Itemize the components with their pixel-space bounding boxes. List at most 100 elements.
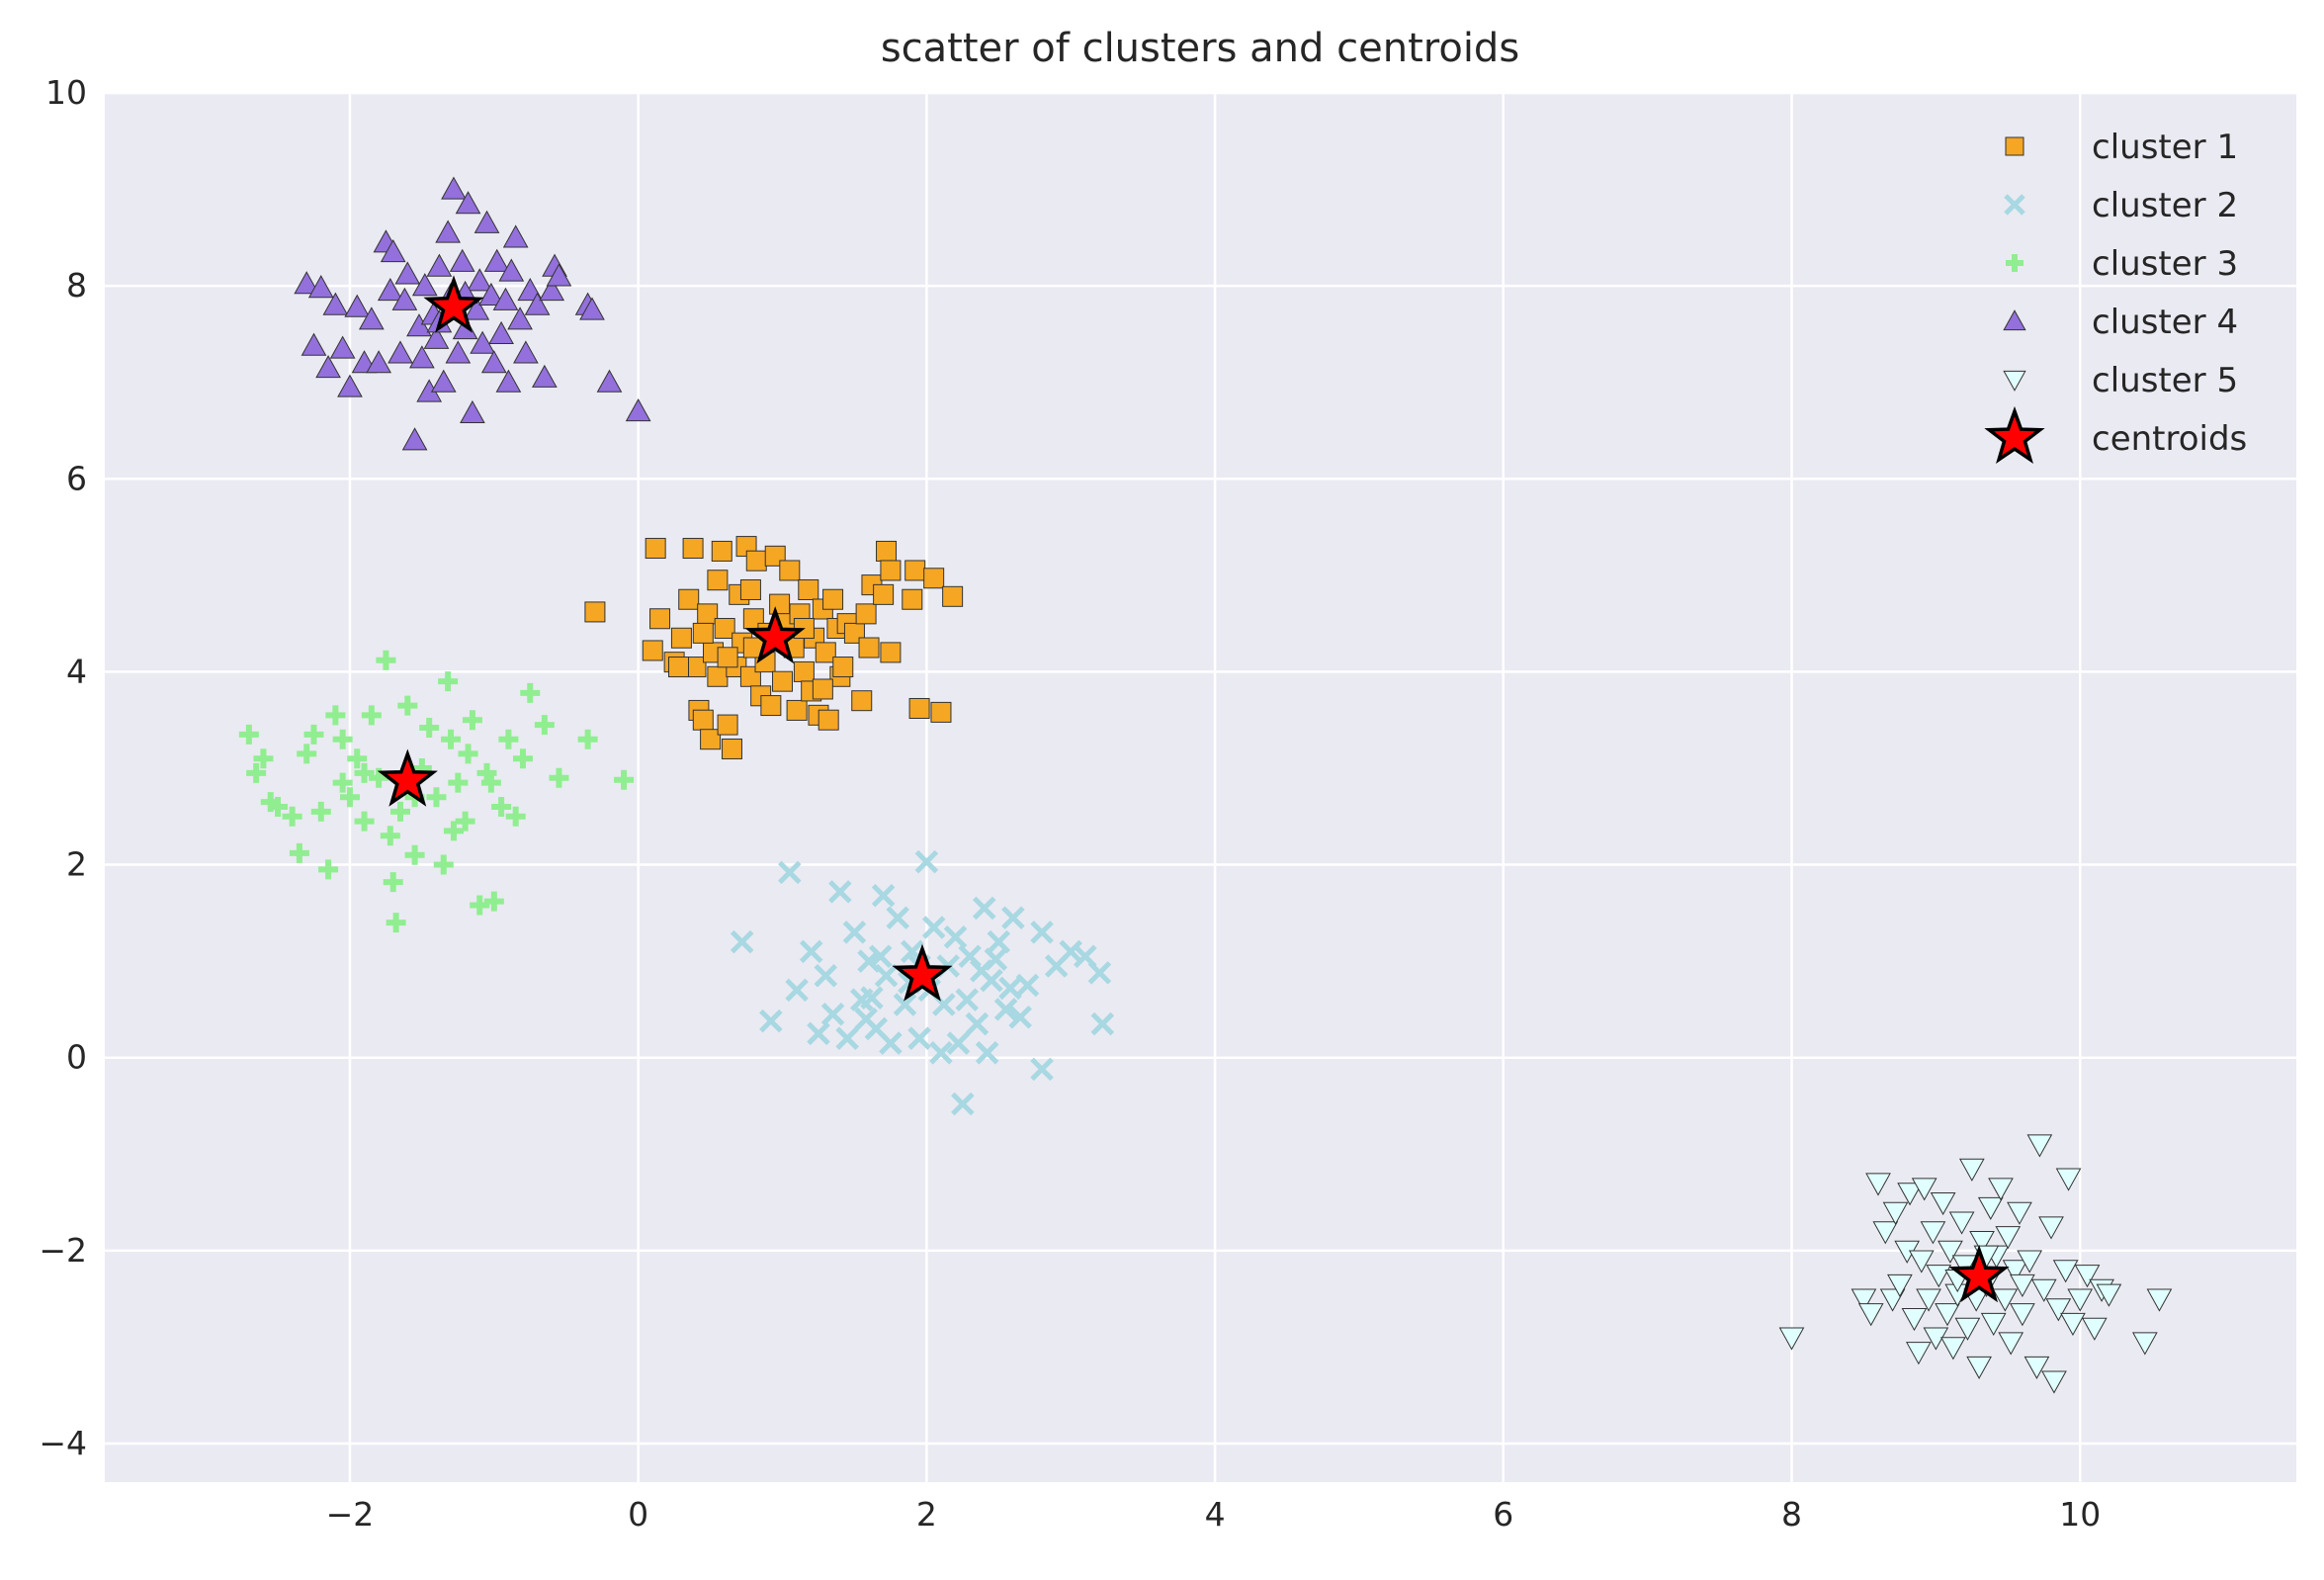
scatter-point xyxy=(1778,1327,1805,1351)
scatter-point xyxy=(860,986,884,1009)
scatter-point xyxy=(943,924,968,949)
scatter-point xyxy=(1882,1201,1909,1225)
y-tick-label: 2 xyxy=(66,845,87,884)
scatter-point xyxy=(329,335,356,359)
scatter-point xyxy=(460,399,485,424)
scatter-point xyxy=(1935,1303,1960,1327)
scatter-point xyxy=(268,797,289,818)
scatter-point xyxy=(873,583,895,605)
scatter-point xyxy=(325,705,346,726)
scatter-point xyxy=(448,772,469,793)
scatter-point xyxy=(390,801,411,822)
scatter-point xyxy=(470,330,495,354)
scatter-point xyxy=(2002,1260,2028,1283)
scatter-point xyxy=(685,657,707,678)
scatter-point xyxy=(1937,1240,1963,1264)
series-cluster-4 xyxy=(294,176,651,451)
scatter-point xyxy=(383,872,403,893)
scatter-point xyxy=(880,642,902,663)
scatter-point xyxy=(577,729,598,749)
scatter-point xyxy=(998,976,1022,1001)
scatter-point xyxy=(411,273,438,297)
scatter-point xyxy=(318,859,339,880)
scatter-point xyxy=(498,258,525,282)
scatter-point xyxy=(282,806,302,827)
scatter-point xyxy=(397,695,418,716)
x-tick-label: 8 xyxy=(1781,1495,1802,1534)
scatter-point xyxy=(344,294,371,317)
scatter-point xyxy=(2067,1288,2094,1312)
scatter-point xyxy=(483,248,510,272)
scatter-point xyxy=(376,650,396,670)
scatter-point xyxy=(394,261,421,285)
scatter-point xyxy=(855,603,877,625)
scatter-point xyxy=(596,369,623,393)
scatter-point xyxy=(377,277,403,302)
scatter-point xyxy=(473,210,500,233)
scatter-point xyxy=(464,297,490,320)
scatter-point xyxy=(645,538,666,560)
legend-label: cluster 5 xyxy=(2092,361,2238,400)
centroid-marker xyxy=(423,275,484,333)
scatter-point xyxy=(488,320,514,345)
x-tick-label: 2 xyxy=(916,1495,937,1534)
scatter-point xyxy=(502,224,529,248)
scatter-point xyxy=(2038,1216,2064,1240)
scatter-point xyxy=(455,811,475,832)
scatter-point xyxy=(759,1009,783,1033)
scatter-point xyxy=(1901,1308,1928,1332)
legend-marker xyxy=(2004,194,2025,216)
scatter-point xyxy=(1930,1191,1956,1216)
scatter-point xyxy=(339,787,360,808)
scatter-point xyxy=(921,916,946,939)
scatter-point xyxy=(785,978,809,1003)
y-tick-label: 8 xyxy=(66,266,87,305)
y-tick-label: 0 xyxy=(66,1038,87,1077)
scatter-point xyxy=(786,699,808,721)
scatter-point xyxy=(2060,1312,2086,1337)
scatter-point xyxy=(798,578,819,600)
x-tick-label: 10 xyxy=(2059,1495,2101,1534)
scatter-point xyxy=(467,268,493,292)
scatter-point xyxy=(851,690,873,712)
scatter-point xyxy=(908,697,930,719)
scatter-point xyxy=(879,1031,903,1055)
chart-title: scatter of clusters and centroids xyxy=(881,26,1519,71)
scatter-point xyxy=(692,709,714,731)
scatter-point xyxy=(2045,1298,2072,1322)
scatter-point xyxy=(682,538,704,560)
scatter-point xyxy=(2010,1273,2035,1298)
scatter-point xyxy=(625,397,651,422)
scatter-point xyxy=(354,811,375,832)
scatter-point xyxy=(419,718,440,739)
scatter-point xyxy=(697,603,719,625)
scatter-point xyxy=(337,374,363,397)
scatter-point xyxy=(524,292,551,315)
scatter-point xyxy=(380,826,400,846)
scatter-point xyxy=(1992,1288,2019,1312)
scatter-point xyxy=(820,1003,845,1026)
scatter-point xyxy=(779,560,801,581)
scatter-point xyxy=(914,849,939,874)
legend-label: cluster 4 xyxy=(2092,303,2238,342)
y-tick-label: 10 xyxy=(45,73,87,112)
scatter-point xyxy=(951,1092,975,1116)
scatter-point xyxy=(534,715,555,736)
scatter-point xyxy=(452,316,478,340)
scatter-point xyxy=(730,929,754,954)
centroid-marker xyxy=(1948,1244,2010,1303)
scatter-point xyxy=(714,618,735,640)
scatter-point xyxy=(871,884,896,908)
scatter-point xyxy=(930,701,952,723)
scatter-point xyxy=(815,642,836,663)
scatter-point xyxy=(294,271,320,295)
scatter-point xyxy=(462,710,482,731)
scatter-point xyxy=(498,729,519,749)
scatter-point xyxy=(289,842,309,863)
scatter-point xyxy=(2132,1332,2158,1356)
scatter-point xyxy=(1090,1011,1115,1036)
scatter-point xyxy=(942,585,964,607)
scatter-point xyxy=(799,939,823,964)
scatter-point xyxy=(2017,1250,2043,1273)
scatter-point xyxy=(358,307,385,330)
